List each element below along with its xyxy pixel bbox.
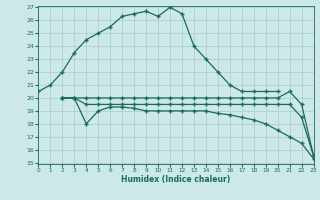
X-axis label: Humidex (Indice chaleur): Humidex (Indice chaleur) — [121, 175, 231, 184]
